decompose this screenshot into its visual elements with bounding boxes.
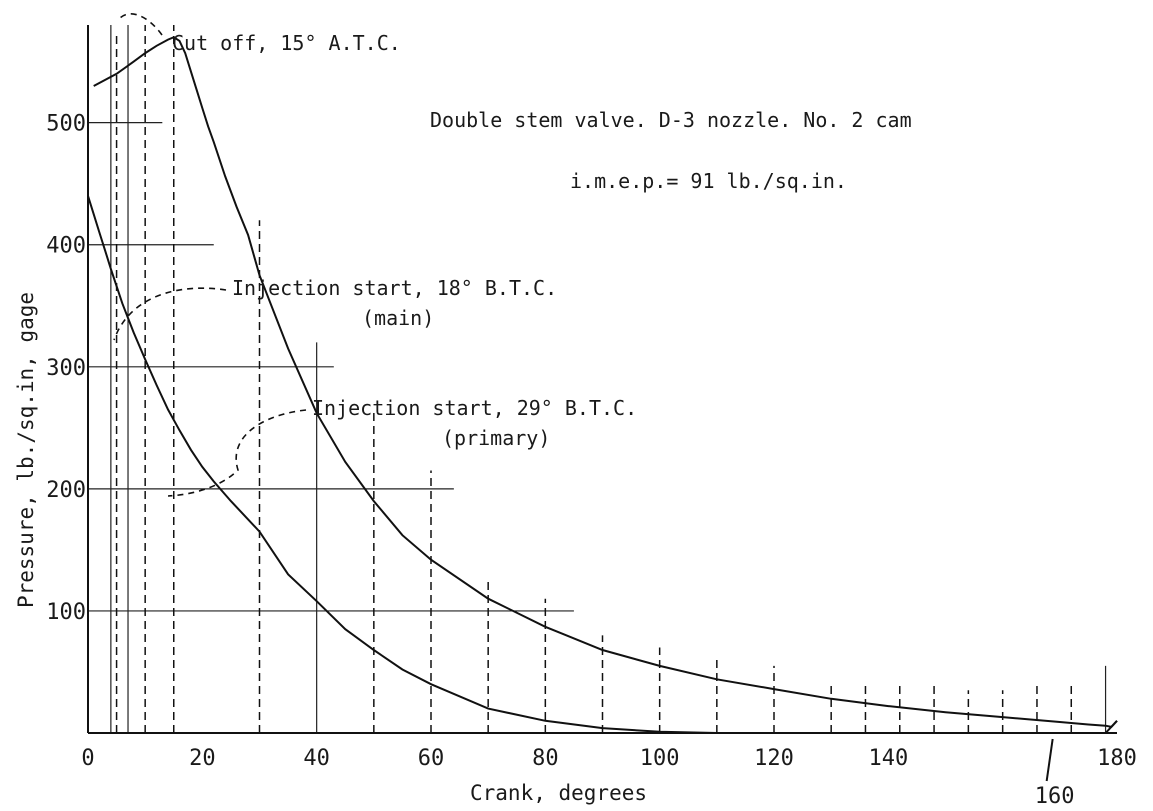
x-tick-80: 80 bbox=[532, 746, 559, 771]
axes bbox=[87, 25, 1117, 734]
y-tick-300: 300 bbox=[46, 356, 86, 381]
x-tick-40: 40 bbox=[303, 746, 330, 771]
x-tick-100: 100 bbox=[640, 746, 680, 771]
x-tick-20: 20 bbox=[189, 746, 216, 771]
x-tick-140: 140 bbox=[868, 746, 908, 771]
chart-subtitle: i.m.e.p.= 91 lb./sq.in. bbox=[570, 169, 847, 193]
x-axis-label: Crank, degrees bbox=[470, 781, 647, 805]
tick-labels: 0 20 40 60 80 100 120 140 180 160 100 200 300 400 500 bbox=[46, 112, 1137, 809]
annotation-3-pointer bbox=[167, 409, 307, 497]
curves bbox=[87, 36, 1118, 734]
y-axis-label: Pressure, lb./sq.in, gage bbox=[14, 292, 38, 608]
annotation-1-pointer bbox=[117, 13, 163, 36]
annotation-3-line-2: (primary) bbox=[442, 426, 550, 450]
annotation-2-pointer bbox=[113, 287, 227, 341]
x-tick-120: 120 bbox=[754, 746, 794, 771]
chart-title: Double stem valve. D-3 nozzle. No. 2 cam bbox=[430, 108, 912, 132]
y-tick-500: 500 bbox=[46, 112, 86, 137]
x-tick-160: 160 bbox=[1035, 784, 1075, 809]
y-tick-200: 200 bbox=[46, 478, 86, 503]
guide-lines bbox=[88, 25, 1107, 733]
series-line-1 bbox=[93, 36, 1118, 728]
y-tick-100: 100 bbox=[46, 600, 86, 625]
x-tick-180: 180 bbox=[1097, 746, 1137, 771]
annotations: Cut off, 15° A.T.C. Injection start, 18° … bbox=[113, 13, 637, 497]
x-tick-60: 60 bbox=[418, 746, 445, 771]
y-tick-400: 400 bbox=[46, 234, 86, 259]
x-tick-160-arrow bbox=[1045, 738, 1054, 782]
annotation-1-line-1: Cut off, 15° A.T.C. bbox=[172, 31, 401, 55]
annotation-2-line-2: (main) bbox=[362, 306, 434, 330]
x-tick-0: 0 bbox=[81, 746, 94, 771]
annotation-2-line-1: Injection start, 18° B.T.C. bbox=[232, 276, 557, 300]
annotation-3-line-1: Injection start, 29° B.T.C. bbox=[312, 396, 637, 420]
